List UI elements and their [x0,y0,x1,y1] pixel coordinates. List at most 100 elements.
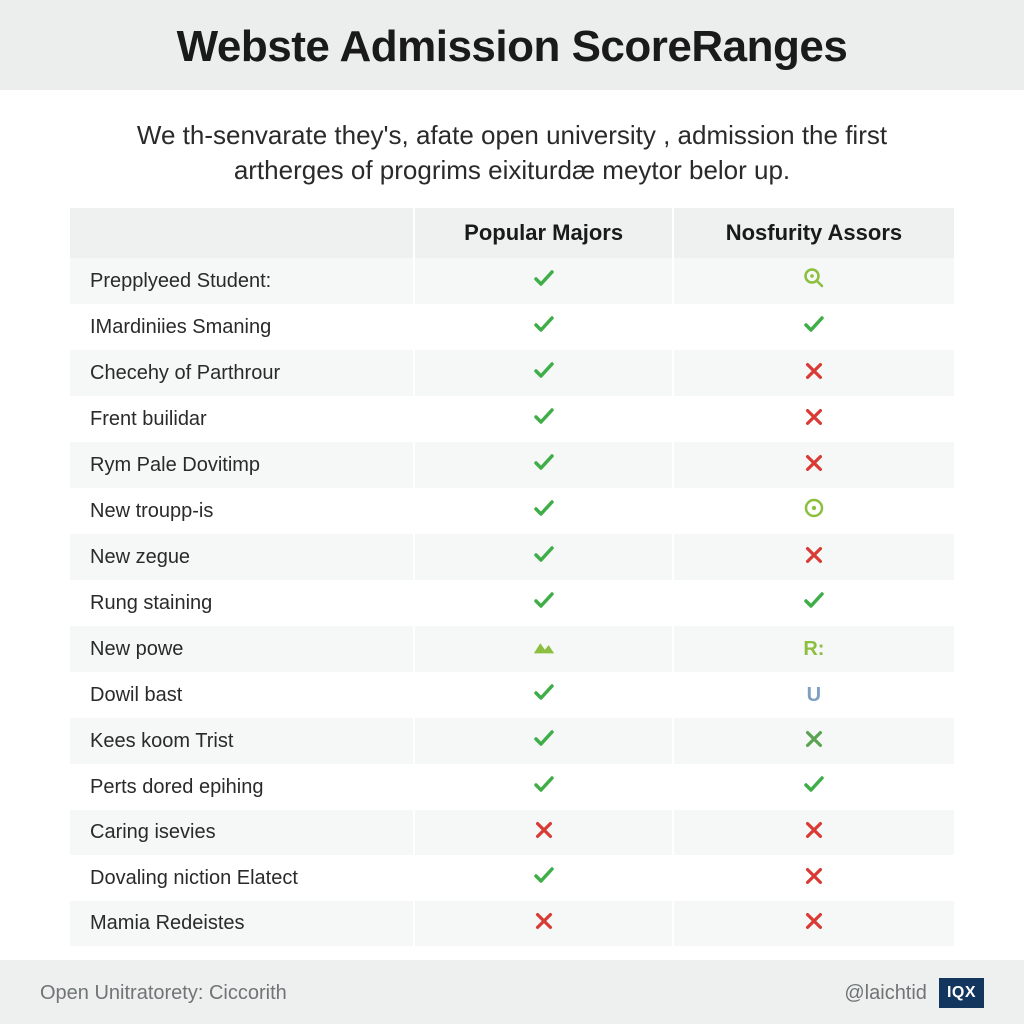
check-icon [532,680,556,704]
row-col2 [674,855,954,901]
row-col1 [413,626,673,672]
check-icon [532,772,556,796]
row-label: Checehy of Parthrour [70,350,413,396]
row-label: Frent builidar [70,396,413,442]
row-label: Perts dored epihing [70,764,413,810]
check-icon [532,863,556,887]
row-label: Caring isevies [70,810,413,855]
check-icon [802,772,826,796]
hill-icon [532,634,556,658]
cross-icon [802,405,826,429]
check-icon [532,496,556,520]
check-icon [802,588,826,612]
logo-badge: IQX [939,978,984,1008]
comparison-table: Popular Majors Nosfurity Assors Prepplye… [70,208,954,946]
table-row: Checehy of Parthrour [70,350,954,396]
row-label: Kees koom Trist [70,718,413,764]
check-icon [532,726,556,750]
check-icon [802,312,826,336]
row-col2 [674,764,954,810]
check-icon [532,266,556,290]
row-col2 [674,350,954,396]
row-col1 [413,764,673,810]
footer-left-text: Open Unitratorety: Ciccorith [40,982,287,1005]
page-title: Webste Admission ScoreRanges [0,22,1024,72]
dot-icon [802,496,826,520]
footer-right: @laichtid IQX [844,978,984,1008]
row-col2 [674,488,954,534]
comparison-table-wrap: Popular Majors Nosfurity Assors Prepplye… [0,208,1024,960]
glyph-icon: R: [802,637,826,661]
table-header-col2: Nosfurity Assors [674,208,954,258]
row-label: Rung staining [70,580,413,626]
title-bar: Webste Admission ScoreRanges [0,0,1024,90]
check-icon [532,312,556,336]
table-row: IMardiniies Smaning [70,304,954,350]
row-col2 [674,258,954,304]
subtitle-block: We th-senvarate they's, afate open unive… [0,90,1024,208]
row-col1 [413,350,673,396]
table-row: Rym Pale Dovitimp [70,442,954,488]
row-label: Dovaling niction Elatect [70,855,413,901]
row-col2 [674,580,954,626]
magnify-icon [802,266,826,290]
table-row: Frent builidar [70,396,954,442]
cross-icon [802,818,826,842]
check-icon [532,588,556,612]
cross-icon [802,359,826,383]
cross-icon [532,909,556,933]
table-row: New zegue [70,534,954,580]
row-col1 [413,304,673,350]
row-col2: U [674,672,954,718]
row-label: New zegue [70,534,413,580]
row-col2 [674,901,954,946]
row-col1 [413,580,673,626]
subtitle-line-2: artherges of progrims eixiturdæ meytor b… [234,155,790,185]
table-row: Prepplyeed Student: [70,258,954,304]
row-col2 [674,718,954,764]
table-header-empty [70,208,413,258]
table-row: Kees koom Trist [70,718,954,764]
check-icon [532,404,556,428]
table-header-col1: Popular Majors [413,208,673,258]
cross-icon [802,909,826,933]
row-col2 [674,442,954,488]
row-label: Rym Pale Dovitimp [70,442,413,488]
cross-icon [532,818,556,842]
row-label: Dowil bast [70,672,413,718]
row-col1 [413,396,673,442]
row-col2 [674,304,954,350]
row-col1 [413,534,673,580]
table-row: Dowil bast U [70,672,954,718]
cross-icon [802,864,826,888]
check-icon [532,358,556,382]
cross-icon [802,727,826,751]
cross-icon [802,451,826,475]
page: Webste Admission ScoreRanges We th-senva… [0,0,1024,1024]
row-col2: R: [674,626,954,672]
row-col2 [674,810,954,855]
row-col1 [413,810,673,855]
footer-handle: @laichtid [844,982,927,1005]
cross-icon [802,543,826,567]
check-icon [532,542,556,566]
row-col1 [413,442,673,488]
table-row: Perts dored epihing [70,764,954,810]
row-col2 [674,534,954,580]
table-row: Mamia Redeistes [70,901,954,946]
row-label: Mamia Redeistes [70,901,413,946]
table-row: New troupp-is [70,488,954,534]
glyph-icon: U [802,683,826,707]
row-col1 [413,672,673,718]
row-col1 [413,718,673,764]
row-col1 [413,258,673,304]
table-header-row: Popular Majors Nosfurity Assors [70,208,954,258]
row-label: Prepplyeed Student: [70,258,413,304]
row-col1 [413,901,673,946]
footer-bar: Open Unitratorety: Ciccorith @laichtid I… [0,960,1024,1024]
row-col1 [413,855,673,901]
check-icon [532,450,556,474]
row-col1 [413,488,673,534]
table-row: New powe R: [70,626,954,672]
row-col2 [674,396,954,442]
